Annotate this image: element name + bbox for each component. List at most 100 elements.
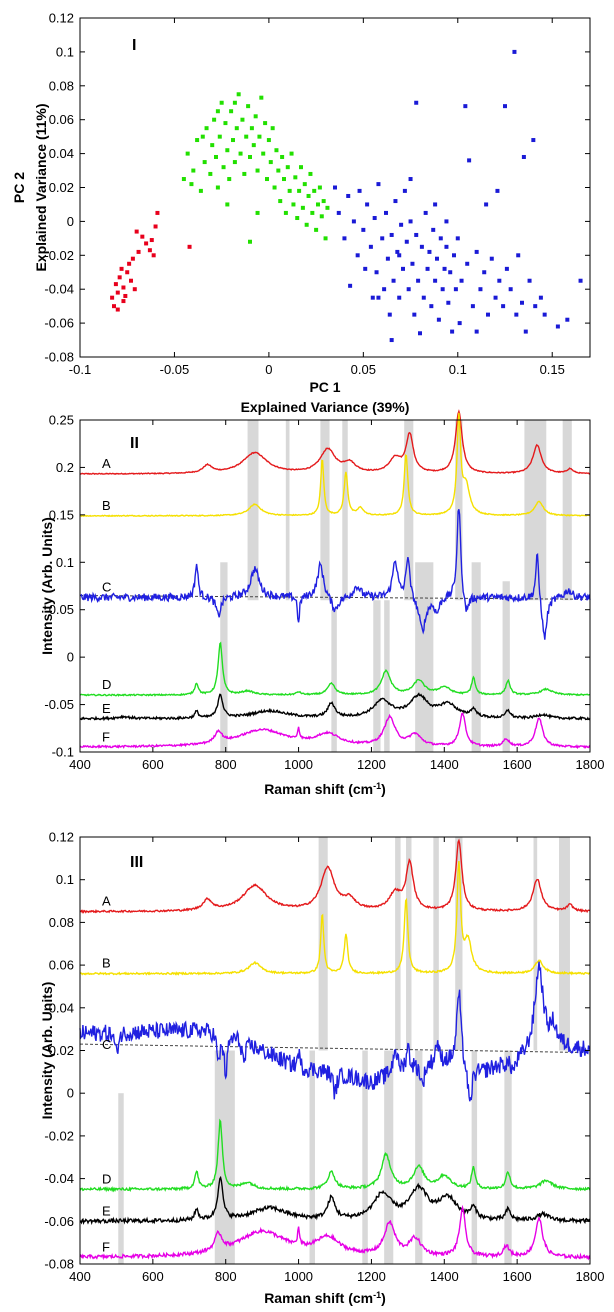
- scatter-point: [486, 312, 490, 317]
- scatter-point: [323, 236, 328, 241]
- series-label: D: [102, 677, 111, 692]
- scatter-point: [521, 154, 526, 159]
- scatter-point: [231, 138, 235, 143]
- scatter-point: [316, 202, 320, 207]
- plot-frame: [79, 419, 591, 753]
- scatter-point: [374, 270, 379, 275]
- scatter-point: [346, 193, 351, 198]
- highlight-band: [342, 420, 348, 601]
- scatter-point: [302, 182, 307, 187]
- highlight-band: [285, 420, 290, 601]
- scatter-point: [140, 234, 145, 239]
- x-tick-label: 1600: [503, 1269, 532, 1284]
- highlight-band: [559, 837, 570, 1051]
- scatter-point: [242, 171, 247, 176]
- scatter-point: [272, 185, 277, 190]
- highlight-band: [455, 837, 463, 1051]
- highlight-band: [118, 1093, 124, 1264]
- x-tick-label: 1400: [430, 1269, 459, 1284]
- x-tick-label: 1600: [503, 757, 532, 772]
- scatter-point: [355, 253, 360, 258]
- scatter-point: [121, 285, 126, 290]
- scatter-point: [215, 185, 220, 190]
- scatter-point: [185, 151, 190, 156]
- scatter-point: [261, 151, 266, 156]
- scatter-point: [195, 138, 200, 143]
- x-tick-label: 1200: [357, 757, 386, 772]
- scatter-point: [459, 278, 464, 283]
- scatter-point: [317, 185, 322, 190]
- scatter-point: [482, 270, 487, 275]
- scatter-point: [280, 154, 285, 159]
- scatter-point: [336, 210, 341, 215]
- panel-spectra-iii: 400 600 800 1000 1200 1400 1600 1800 -0.08 -0.06…: [39, 830, 604, 1307]
- x-axis-label-variance: Explained Variance (39%): [241, 399, 410, 415]
- spectrum-line: [79, 860, 590, 976]
- series-label: C: [102, 579, 111, 594]
- spectrum-line: [79, 409, 590, 476]
- y-tick-label: 0.15: [49, 507, 74, 522]
- y-tick-label: -0.08: [44, 1257, 74, 1272]
- scatter-point: [255, 168, 260, 173]
- y-tick-label: 0.1: [56, 872, 74, 887]
- scatter-point: [282, 177, 286, 182]
- scatter-point: [217, 134, 222, 139]
- x-tick-label: 1200: [357, 1269, 386, 1284]
- scatter-point: [391, 278, 396, 283]
- scatter-point: [433, 278, 438, 283]
- highlight-band: [471, 562, 481, 752]
- scatter-point: [134, 229, 139, 234]
- scatter-point: [234, 126, 239, 131]
- scatter-point: [240, 117, 245, 122]
- scatter-point: [495, 188, 500, 193]
- y-tick-label: 0.1: [56, 555, 74, 570]
- scatter-point: [293, 175, 298, 180]
- highlight-band: [415, 562, 434, 752]
- series-label: E: [102, 701, 111, 716]
- scatter-point: [361, 227, 366, 232]
- scatter-point: [444, 244, 449, 249]
- y-tick-label: -0.05: [44, 697, 74, 712]
- scatter-point: [248, 239, 252, 244]
- panel-label: III: [130, 854, 143, 871]
- spectrum-line: [79, 1175, 591, 1226]
- scatter-point: [214, 154, 218, 159]
- scatter-point: [376, 295, 381, 300]
- scatter-point: [382, 287, 387, 292]
- y-tick-label: -0.08: [44, 350, 74, 365]
- scatter-point: [474, 249, 479, 254]
- scatter-point: [542, 312, 547, 317]
- scatter-point: [227, 177, 232, 182]
- scatter-point: [232, 160, 237, 165]
- scatter-point: [389, 232, 394, 237]
- scatter-point: [514, 312, 519, 317]
- x-tick-label: 600: [142, 1269, 164, 1284]
- x-axis-label: Raman shift (cm-1): [264, 1290, 386, 1306]
- scatter-point: [393, 199, 398, 204]
- scatter-point: [312, 188, 317, 193]
- scatter-point: [283, 210, 288, 215]
- scatter-point: [291, 202, 296, 207]
- scatter-point: [202, 160, 207, 165]
- scatter-point: [253, 114, 258, 119]
- scatter-point: [395, 249, 400, 254]
- scatter-point: [181, 177, 186, 182]
- scatter-point: [440, 287, 445, 292]
- scatter-point: [455, 236, 460, 241]
- scatter-point: [444, 219, 449, 224]
- y-tick-label: 0: [67, 214, 74, 229]
- highlight-band: [562, 420, 572, 601]
- series-label: B: [102, 956, 111, 971]
- y-tick-label: 0.04: [49, 146, 74, 161]
- highlight-band: [404, 420, 414, 601]
- series-label: A: [102, 894, 111, 909]
- y-tick-label: 0.06: [49, 112, 74, 127]
- y-tick-label: 0: [67, 650, 74, 665]
- scatter-point: [410, 261, 415, 266]
- spectrum-line: [79, 961, 591, 1102]
- x-tick-label: 400: [69, 1269, 91, 1284]
- scatter-point: [453, 287, 458, 292]
- scatter-point: [503, 104, 507, 109]
- y-axis-label: Intensity (Arb. Units): [39, 982, 55, 1120]
